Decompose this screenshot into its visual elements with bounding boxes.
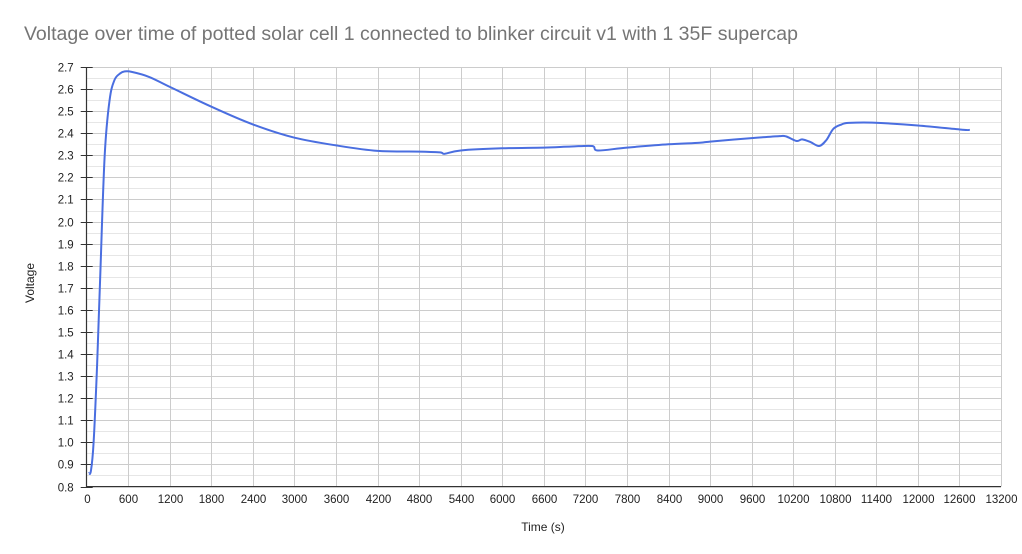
y-tick-label: 0.8 [58,483,74,495]
y-tick-label: 1.0 [58,438,74,450]
y-tick-label: 2.7 [58,63,74,75]
x-tick-label: 4200 [366,494,392,506]
y-tick-label: 2.5 [58,107,74,119]
x-axis-ticks: 0 600 1200 1800 2400 3000 3600 4200 4800 5400 6000… [84,494,1017,506]
y-tick-label: 1.7 [58,284,74,296]
x-tick-label: 1200 [158,494,184,506]
y-axis-ticks: 0.8 0.9 1.0 1.1 1.2 1.3 1.4 1.5 1.6 1.7 1.8 1.9 2.0 2… [58,63,93,495]
x-tick-label: 10800 [820,494,852,506]
series-layer [87,70,970,475]
x-tick-label: 2400 [241,494,267,506]
y-tick-label: 2.1 [58,195,74,207]
series-line-voltage [87,70,970,475]
x-tick-label: 7800 [615,494,641,506]
x-tick-label: 12000 [903,494,935,506]
x-tick-label: 4800 [407,494,433,506]
y-tick-label: 1.6 [58,306,74,318]
y-tick-label: 1.5 [58,328,74,340]
x-tick-label: 1800 [199,494,225,506]
y-tick-label: 1.1 [58,416,74,428]
y-tick-label: 2.2 [58,173,74,185]
y-tick-label: 1.4 [58,350,75,362]
y-tick-label: 2.4 [58,129,75,141]
x-tick-label: 3000 [282,494,308,506]
y-tick-label: 2.3 [58,151,74,163]
x-tick-label: 6600 [532,494,558,506]
x-tick-label: 12600 [944,494,976,506]
x-tick-label: 7200 [573,494,599,506]
x-axis-label: Time (s) [521,520,565,534]
x-tick-label: 0 [84,494,90,506]
y-tick-label: 2.6 [58,85,74,97]
x-tick-label: 9000 [698,494,724,506]
y-tick-label: 0.9 [58,460,74,472]
y-axis-label: Voltage [23,263,37,303]
y-tick-label: 2.0 [58,218,74,230]
gridlines [86,67,1002,488]
y-tick-label: 1.8 [58,262,74,274]
chart-title: Voltage over time of potted solar cell 1… [24,23,798,45]
y-tick-label: 1.3 [58,372,74,384]
x-tick-label: 13200 [986,494,1018,506]
x-tick-label: 5400 [449,494,475,506]
x-tick-label: 11400 [861,494,892,506]
y-tick-label: 1.9 [58,240,74,252]
y-tick-label: 1.2 [58,394,74,406]
x-tick-label: 3600 [324,494,350,506]
x-tick-label: 8400 [657,494,683,506]
x-tick-label: 10200 [778,494,810,506]
x-tick-label: 9600 [740,494,766,506]
x-tick-label: 600 [119,494,138,506]
x-tick-label: 6000 [490,494,516,506]
